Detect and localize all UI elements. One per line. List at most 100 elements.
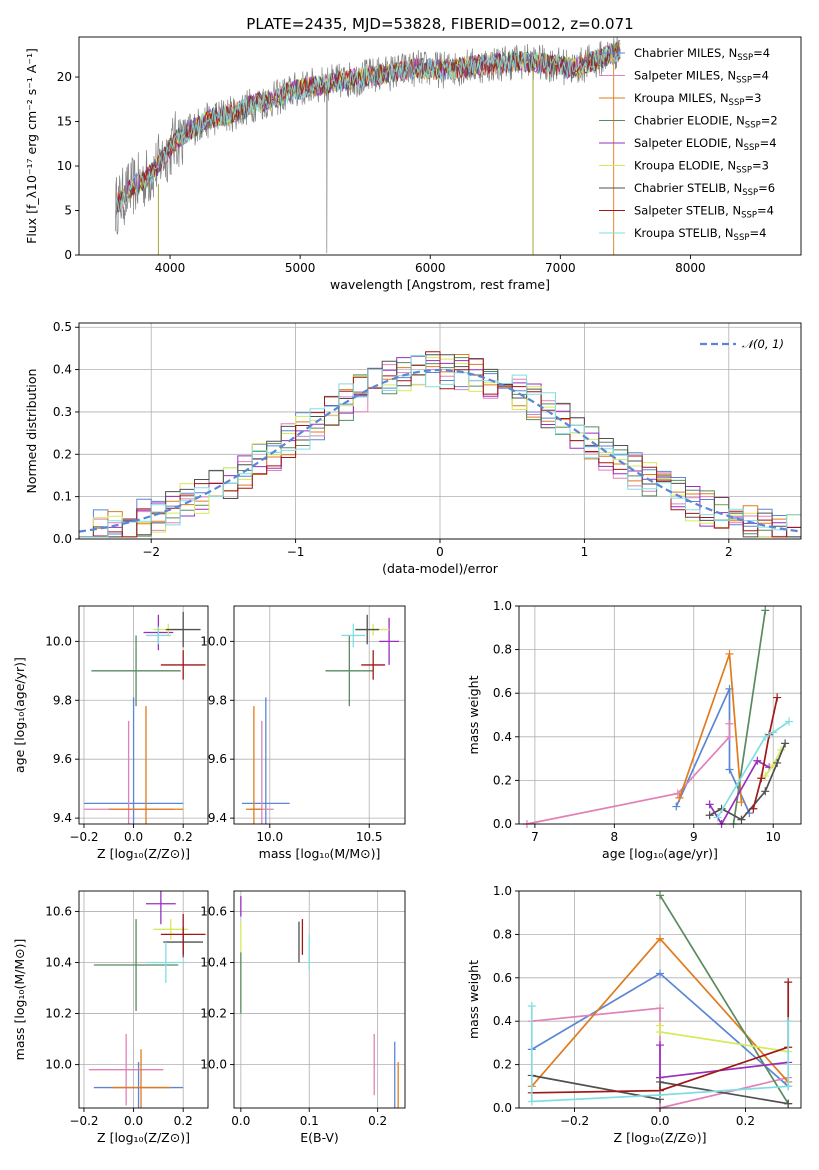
y-tick-label: 0.6 — [493, 971, 512, 985]
axes-spectrum: 4000 5000 6000 7000 8000 0 5 10 15 20 wavelength [… — [24, 36, 802, 292]
series-line — [732, 610, 767, 825]
y-tick-label: 10.6 — [45, 904, 72, 918]
plot-area-mass-vs-ebv — [240, 896, 399, 1108]
series-point — [785, 717, 794, 726]
series-point — [725, 719, 734, 728]
legend-entry: Chabrier MILES, NSSP=4 — [634, 46, 770, 63]
plot-area-residuals — [79, 351, 801, 539]
x-tick-label: 0 — [436, 545, 444, 559]
axes-age-vs-Z: −0.2 0.0 0.2 9.4 9.6 9.8 10.0 Z [log₁₀(Z/Z⊙)] ag… — [12, 605, 209, 861]
series-kroupa-stelib — [527, 1002, 793, 1106]
x-tick-label: 0.0 — [650, 1114, 669, 1128]
errorbar-chabrier-stelib — [355, 614, 380, 645]
y-tick-label: 0.6 — [493, 686, 512, 700]
series-point — [749, 804, 758, 813]
series-point — [761, 787, 770, 796]
series-point — [656, 1077, 664, 1086]
x-tick-label: 6000 — [415, 261, 446, 275]
y-tick-label: 0.4 — [493, 730, 512, 744]
x-axis-label: age [log₁₀(age/yr)] — [602, 846, 718, 861]
y-tick-label: 10.6 — [200, 904, 227, 918]
legend-entry: Kroupa MILES, NSSP=3 — [634, 91, 761, 108]
series-point — [705, 800, 714, 809]
y-tick-label: 0.1 — [53, 490, 72, 504]
x-tick-label: 0.2 — [368, 1114, 387, 1128]
y-tick-label: 0.4 — [53, 363, 72, 377]
errorbar-kroupa-stelib — [145, 942, 186, 983]
plot-area-spectrum — [114, 37, 621, 255]
y-tick-label: 0.8 — [493, 927, 512, 941]
y-axis-label: Flux [f_λ10⁻¹⁷ erg cm⁻² s⁻¹ A⁻¹] — [24, 48, 39, 244]
y-tick-label: 0.0 — [53, 532, 72, 546]
y-tick-label: 9.4 — [53, 811, 72, 825]
model-spectrum-kroupa-stelib — [114, 43, 621, 217]
errorbar-chabrier-elodie — [325, 635, 374, 707]
y-tick-label: 10.0 — [45, 1058, 72, 1072]
legend-entry: Salpeter MILES, NSSP=4 — [634, 69, 769, 86]
series-line — [659, 894, 789, 1105]
axes-mass-vs-ebv: 0.0 0.1 0.2 10.0 10.2 10.4 10.6 E(B-V) — [200, 890, 406, 1145]
errorbar-salpeter-elodie — [379, 617, 400, 665]
x-tick-label: 5000 — [285, 261, 316, 275]
y-tick-label: 0.8 — [493, 643, 512, 657]
y-tick-label: 10.4 — [200, 955, 227, 969]
series-point — [784, 1099, 793, 1108]
x-tick-label: −1 — [287, 545, 305, 559]
x-axis-label: mass [log₁₀(M/M⊙)] — [259, 846, 381, 861]
legend-entry: Kroupa STELIB, NSSP=4 — [634, 226, 766, 243]
y-axis-label: mass weight — [466, 960, 481, 1039]
series-line — [716, 720, 790, 818]
legend-entry: Salpeter ELODIE, NSSP=4 — [634, 136, 777, 153]
axes-mass-weight-vs-Z: −0.2 0.0 0.2 0.0 0.2 0.4 0.6 0.8 1.0 Z [log₁₀(Z/Z… — [466, 884, 802, 1145]
y-tick-label: 9.8 — [53, 693, 72, 707]
series-point — [705, 811, 714, 820]
y-tick-label: 10.2 — [200, 1007, 227, 1021]
y-tick-label: 0.0 — [493, 817, 512, 831]
series-point — [656, 969, 664, 978]
series-salpeter-miles — [522, 719, 734, 828]
plot-area-mass-vs-Z — [88, 891, 206, 1108]
x-axis-label: E(B-V) — [300, 1130, 339, 1145]
y-tick-label: 9.6 — [53, 752, 72, 766]
y-tick-label: 10.0 — [200, 634, 227, 648]
x-tick-label: 1 — [581, 545, 589, 559]
y-tick-label: 20 — [57, 70, 72, 84]
y-tick-label: 9.8 — [208, 693, 227, 707]
figure-title: PLATE=2435, MJD=53828, FIBERID=0012, z=0… — [246, 15, 633, 33]
x-tick-label: −2 — [142, 545, 160, 559]
x-axis-label: (data-model)/error — [382, 561, 499, 576]
plot-area-age-vs-Z — [83, 611, 206, 824]
series-point — [737, 798, 746, 807]
y-axis-label: mass weight — [466, 675, 481, 754]
series-point — [656, 1028, 664, 1037]
x-tick-label: 0.1 — [300, 1114, 319, 1128]
y-tick-label: 0.3 — [53, 405, 72, 419]
axes-age-vs-mass: 10.0 10.5 9.4 9.6 9.8 10.0 mass [log₁₀(M/M⊙)] — [200, 605, 406, 861]
y-axis-label: mass [log₁₀(M/M⊙)] — [12, 939, 27, 1061]
x-axis-label: wavelength [Angstrom, rest frame] — [330, 277, 550, 292]
x-tick-label: 8000 — [675, 261, 706, 275]
axes-frame — [78, 36, 802, 256]
x-tick-label: 0.2 — [736, 1114, 755, 1128]
series-point — [675, 793, 684, 802]
series-point — [527, 1097, 536, 1106]
y-tick-label: 9.6 — [208, 752, 227, 766]
series-point — [672, 802, 681, 811]
x-tick-label: 4000 — [155, 261, 186, 275]
y-tick-label: 9.4 — [208, 811, 227, 825]
y-axis-label: Normed distribution — [24, 369, 39, 494]
y-tick-label: 10.4 — [45, 955, 72, 969]
y-tick-label: 0.2 — [493, 1058, 512, 1072]
series-line — [531, 982, 790, 1094]
y-tick-label: 0.5 — [53, 320, 72, 334]
errorbar-salpeter-stelib — [361, 650, 386, 680]
series-point — [725, 649, 734, 658]
x-tick-label: 10 — [766, 830, 781, 844]
x-axis-label: Z [log₁₀(Z/Z⊙)] — [614, 1130, 707, 1145]
errorbar-salpeter-stelib — [160, 650, 206, 680]
errorbar-kroupa-elodie — [153, 919, 189, 940]
y-tick-label: 0.2 — [493, 773, 512, 787]
x-tick-label: 7 — [531, 830, 539, 844]
y-tick-label: 10.0 — [45, 634, 72, 648]
errorbar-kroupa-miles — [108, 706, 184, 824]
